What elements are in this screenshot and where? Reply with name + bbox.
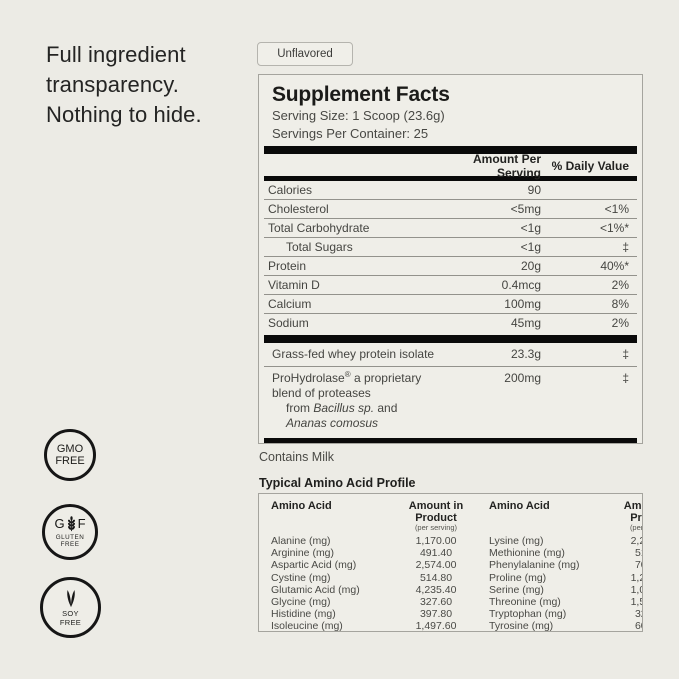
amino-row: Histidine (mg)397.80 Tryptophan (mg)327.… [271, 608, 642, 621]
wheat-icon [66, 515, 77, 532]
gluten-f-letter: F [77, 516, 86, 531]
servings-per-container: Servings Per Container: 25 [272, 126, 429, 141]
registered-mark: ® [344, 370, 351, 379]
amino-profile-panel: Amino Acid Amount in Product (per servin… [258, 493, 643, 632]
amino-row: Glycine (mg)327.60 Threonine (mg)1,567.8… [271, 596, 642, 609]
ingredient-row-prohydrolase: ProHydrolase® a proprietary blend of pro… [272, 370, 629, 431]
allergen-statement: Contains Milk [259, 450, 335, 464]
amino-row: Aspartic Acid (mg) 2,574.00 Phenylalanine… [271, 559, 642, 572]
ingredient-row-whey-isolate: Grass-fed whey protein isolate 23.3g ‡ [264, 343, 637, 367]
amino-row: Isoleucine (mg)1,497.60 Tyrosine (mg)608… [271, 620, 642, 632]
divider-bar [264, 176, 637, 181]
gmo-free-label-1: GMO [56, 443, 84, 455]
soy-free-label-2: FREE [59, 618, 82, 627]
prohydrolase-brand: ProHydrolase [272, 371, 345, 385]
column-headers: Amount Per Serving % Daily Value [264, 152, 637, 180]
nutrient-row-vitamin-d: Vitamin D 0.4mcg 2% [264, 276, 637, 295]
gluten-free-label-2: FREE [60, 541, 80, 548]
headline-line-3: Nothing to hide. [46, 102, 202, 127]
col-amount-left: Amount in Product [408, 500, 464, 524]
gluten-free-badge: G F GLUTEN FREE [42, 504, 98, 560]
nutrient-row-protein: Protein 20g 40%* [264, 257, 637, 276]
headline-line-2: transparency. [46, 72, 179, 97]
col-amino-acid-left: Amino Acid [271, 500, 332, 512]
amino-column-headers: Amino Acid Amount in Product (per servin… [271, 500, 642, 532]
divider-bar [264, 335, 637, 343]
sprout-icon [60, 588, 82, 608]
gmo-free-label-2: FREE [55, 455, 85, 467]
supplement-facts-title: Supplement Facts [272, 83, 450, 106]
soy-free-label-1: SOY [62, 609, 79, 618]
serving-size: Serving Size: 1 Scoop (23.6g) [272, 108, 445, 123]
nutrient-row-total-carbohydrate: Total Carbohydrate <1g <1%* [264, 219, 637, 238]
divider-bar [264, 438, 637, 443]
gluten-free-label-1: GLUTEN [55, 533, 85, 541]
amino-row: Arginine (mg)491.40 Methionine (mg)514.8… [271, 547, 642, 560]
amino-row: Cystine (mg)514.80 Proline (mg)1,287.00 [271, 571, 642, 584]
col-amino-acid-right: Amino Acid [489, 500, 550, 512]
headline-line-1: Full ingredient [46, 42, 186, 67]
col-amount-right: Amount in Product [623, 500, 642, 524]
species-name: Ananas comosus [286, 416, 379, 430]
nutrient-row-total-sugars: Total Sugars <1g ‡ [264, 238, 637, 257]
supplement-facts-panel: Supplement Facts Serving Size: 1 Scoop (… [258, 74, 643, 444]
nutrient-row-calcium: Calcium 100mg 8% [264, 295, 637, 314]
amino-row: Glutamic Acid (mg) 4,235.40 Serine (mg) 1,… [271, 583, 642, 596]
amino-row: Alanine (mg)1,170.00 Lysine (mg)2,246.40 [271, 535, 642, 547]
col-amount-right-sub: (per serving) [629, 523, 643, 532]
col-daily-value: % Daily Value [551, 159, 629, 173]
gmo-free-badge: GMO FREE [44, 429, 96, 481]
species-name: Bacillus sp. [313, 401, 375, 415]
nutrient-row-calories: Calories 90 [264, 181, 637, 200]
col-amount-per-serving: Amount Per Serving [472, 152, 541, 180]
amino-profile-title: Typical Amino Acid Profile [259, 476, 416, 490]
headline: Full ingredient transparency. Nothing to… [46, 40, 202, 130]
flavor-chip-unflavored[interactable]: Unflavored [257, 42, 353, 66]
col-amount-left-sub: (per serving) [414, 523, 458, 532]
gluten-g-letter: G [54, 516, 65, 531]
nutrient-row-sodium: Sodium 45mg 2% [268, 316, 629, 330]
divider-bar [264, 146, 637, 154]
soy-free-badge: SOY FREE [40, 577, 101, 638]
nutrient-row-cholesterol: Cholesterol <5mg <1% [264, 200, 637, 219]
